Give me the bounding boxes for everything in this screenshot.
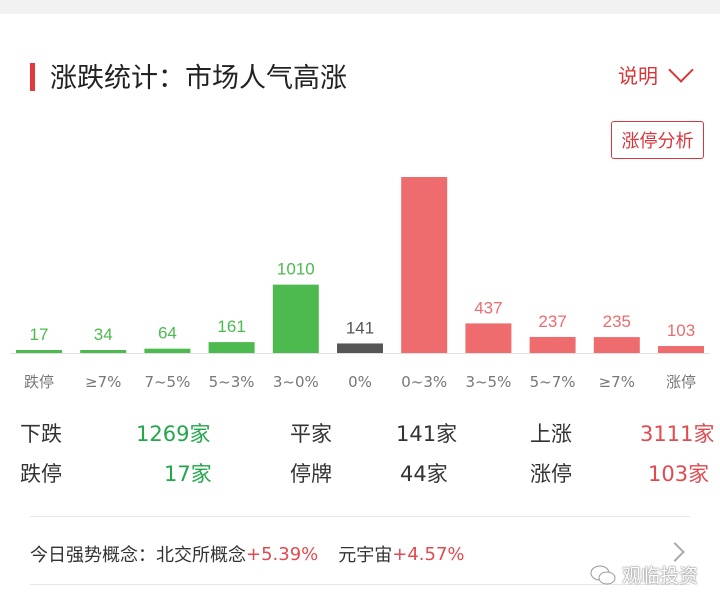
- bar-10: [658, 346, 704, 353]
- explain-button[interactable]: 说明: [618, 56, 694, 89]
- up-value: 3111家: [640, 422, 715, 446]
- down-label: 下跌: [20, 422, 62, 446]
- watermark-text: 观临投资: [621, 565, 698, 587]
- stats-summary: 下跌 1269家 平家 141家 上涨 3111家 跌停 17家 停牌 44家 …: [0, 414, 720, 504]
- concept-prefix: 今日强势概念：: [30, 545, 156, 566]
- card-header: 涨跌统计：市场人气高涨 说明: [0, 14, 720, 108]
- suspended-label: 停牌: [290, 462, 332, 486]
- bar-2: [144, 348, 191, 353]
- up-label: 上涨: [530, 422, 572, 446]
- category-label-6: 0~3%: [401, 373, 447, 391]
- bar-value-label-2: 64: [158, 324, 177, 343]
- bar-value-label-4: 1010: [277, 260, 315, 279]
- bar-value-label-8: 237: [538, 312, 566, 331]
- category-label-9: ≥7%: [599, 373, 635, 391]
- bar-8: [529, 336, 576, 353]
- category-label-0: 跌停: [24, 373, 54, 391]
- bar-value-label-10: 103: [667, 321, 695, 340]
- limit-down-value: 17家: [164, 462, 212, 486]
- bar-4: [272, 284, 319, 353]
- flat-value: 141家: [396, 422, 458, 446]
- down-value: 1269家: [136, 422, 211, 446]
- category-label-8: 5~7%: [530, 373, 576, 391]
- limit-up-label: 涨停: [530, 462, 572, 486]
- concept-1-change: +5.39%: [246, 543, 319, 565]
- limit-analysis-button[interactable]: 涨停分析: [611, 121, 704, 159]
- watermark: 观临投资: [590, 561, 698, 588]
- category-label-10: 涨停: [666, 373, 696, 391]
- limit-up-value: 103家: [648, 462, 710, 486]
- bar-value-label-3: 161: [217, 317, 245, 336]
- strong-concepts-row[interactable]: 今日强势概念： 北交所概念 +5.39% 元宇宙 +4.57%: [30, 532, 690, 576]
- bar-0: [16, 350, 62, 353]
- bar-5: [337, 343, 383, 353]
- category-label-4: 3~0%: [273, 373, 319, 391]
- wechat-icon: [590, 565, 616, 584]
- bar-6: [401, 177, 448, 353]
- category-label-3: 5~3%: [209, 373, 255, 391]
- divider: [30, 516, 690, 517]
- category-label-5: 0%: [348, 373, 372, 391]
- limit-analysis-label: 涨停分析: [621, 131, 694, 152]
- concept-2-name: 元宇宙: [338, 545, 393, 566]
- bottom-divider: [30, 584, 690, 585]
- bar-value-label-9: 235: [603, 312, 631, 331]
- explain-label: 说明: [618, 64, 658, 88]
- chevron-right-icon: [665, 542, 685, 562]
- page-title: 涨跌统计：市场人气高涨: [50, 63, 347, 94]
- suspended-value: 44家: [400, 462, 448, 486]
- category-label-2: 7~5%: [144, 373, 190, 391]
- category-label-7: 3~5%: [465, 373, 511, 391]
- distribution-bar-chart: 17 跌停 34 ≥7% 64 7~5% 161 5~3% 1010 3~0% 141 0% 0~3% 4…: [10, 177, 710, 391]
- bar-value-label-5: 141: [346, 318, 374, 337]
- title-accent-bar: [30, 63, 35, 91]
- bar-value-label-7: 437: [474, 298, 502, 317]
- bar-9: [593, 337, 640, 353]
- limit-down-label: 跌停: [20, 462, 62, 486]
- bar-value-label-1: 34: [94, 325, 113, 344]
- category-label-1: ≥7%: [85, 373, 121, 391]
- stats-card: 涨跌统计：市场人气高涨 说明 涨停分析 17 跌停 34 ≥7% 64 7~5% 161 5~…: [0, 14, 720, 604]
- bar-7: [465, 323, 512, 353]
- bar-3: [208, 342, 255, 353]
- concept-1-name: 北交所概念: [156, 545, 246, 566]
- concept-2-change: +4.57%: [392, 543, 465, 565]
- bar-value-label-0: 17: [30, 325, 49, 344]
- bar-1: [80, 350, 127, 353]
- flat-label: 平家: [290, 422, 332, 446]
